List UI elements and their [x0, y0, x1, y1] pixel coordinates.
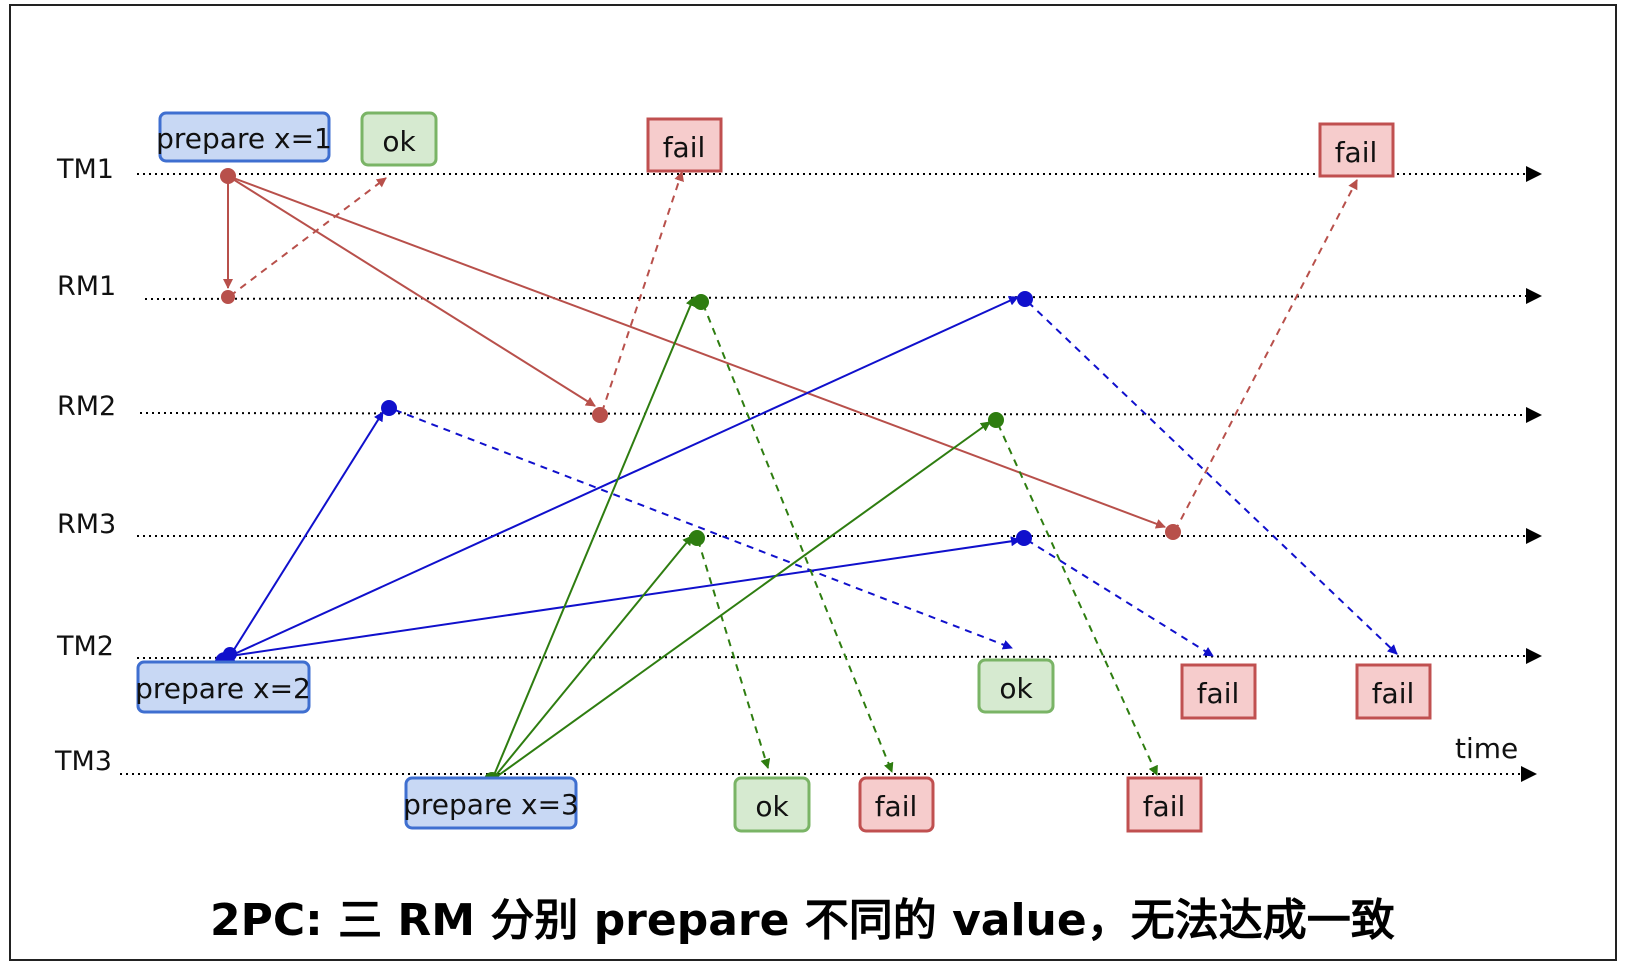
tm3-prepare-to-rm1 [491, 296, 696, 781]
tm1-prepare-label: prepare x=1 [156, 122, 332, 155]
lane-label-rm1: RM1 [57, 271, 116, 302]
lane-label-tm2: TM2 [56, 631, 114, 662]
tm2-fail-box-b [1355, 663, 1432, 720]
tm2-send-point-secondary [223, 647, 237, 661]
timeline-rm2 [139, 406, 1542, 423]
tm1-fail-label-a: fail [663, 131, 706, 164]
rm2-receive-tm3-point [988, 412, 1004, 428]
rm1-receive-tm2-point [1017, 291, 1033, 307]
rm3-reply-fail-to-tm2 [1026, 539, 1214, 657]
rm2-receive-tm2-point [381, 400, 397, 416]
tm1-prepare-box [158, 111, 331, 163]
rm3-receive-tm1-point [1165, 524, 1181, 540]
timeline-tm2 [136, 648, 1542, 665]
rm2-receive-tm1-point [592, 407, 608, 423]
tm1-prepare-to-rm2 [227, 175, 596, 407]
tm1-ok-label: ok [382, 125, 416, 158]
tm1-fail-box-b [1318, 122, 1395, 178]
lane-label-rm3: RM3 [57, 509, 116, 540]
tm3-fail-label-b: fail [1143, 790, 1186, 823]
rm1-receive-tm1-point [221, 290, 235, 304]
rm2-reply-fail-to-tm3 [997, 423, 1158, 776]
lane-label-tm1: TM1 [56, 154, 114, 185]
rm1-reply-fail-to-tm3 [702, 303, 894, 773]
lane-label-rm2: RM2 [57, 391, 116, 422]
time-axis-label: time [1455, 732, 1518, 765]
diagram-frame [9, 4, 1617, 961]
tm3-prepare-label: prepare x=3 [403, 788, 579, 821]
tm3-prepare-to-rm3 [491, 535, 693, 781]
rm3-reply-fail-to-tm1 [1174, 179, 1358, 532]
tm3-prepare-to-rm2 [491, 421, 991, 781]
tm3-fail-box-b [1126, 776, 1203, 833]
tm3-fail-label-a: fail [875, 790, 918, 823]
lane-label-tm3: TM3 [54, 746, 112, 777]
tm2-prepare-to-rm3 [229, 536, 1021, 657]
tm2-prepare-to-rm1 [229, 296, 1019, 657]
tm2-fail-label-a: fail [1197, 677, 1240, 710]
tm1-ok-box [360, 111, 438, 167]
rm1-reply-ok-to-tm1 [229, 177, 387, 297]
tm3-prepare-box [404, 776, 578, 830]
tm2-prepare-label: prepare x=2 [135, 672, 311, 705]
rm2-reply-fail-to-tm1 [601, 171, 684, 413]
tm3-ok-label: ok [755, 790, 789, 823]
rm3-receive-tm2-point [1016, 530, 1032, 546]
tm2-fail-label-b: fail [1372, 677, 1415, 710]
tm2-prepare-to-rm2 [229, 411, 384, 657]
tm3-fail-box-a [858, 776, 935, 833]
tm1-fail-label-b: fail [1335, 136, 1378, 169]
rm1-receive-tm3-point [693, 294, 709, 310]
tm3-ok-box [733, 776, 811, 833]
tm2-ok-label: ok [999, 672, 1033, 705]
tm2-prepare-box [136, 660, 311, 714]
diagram-caption: 2PC: 三 RM 分别 prepare 不同的 value，无法达成一致 [210, 895, 1395, 946]
tm1-fail-box-a [646, 117, 723, 173]
rm3-receive-tm3-point [689, 530, 705, 546]
tm1-send-point [220, 168, 236, 184]
rm2-reply-ok-to-tm2 [394, 409, 1013, 650]
tm2-fail-box-a [1180, 663, 1257, 720]
tm2-ok-box [977, 658, 1055, 714]
rm1-reply-fail-to-tm2 [1027, 301, 1398, 655]
rm3-reply-ok-to-tm3 [697, 539, 771, 769]
tm1-prepare-to-rm3 [227, 175, 1166, 529]
timeline-rm1 [144, 288, 1542, 305]
